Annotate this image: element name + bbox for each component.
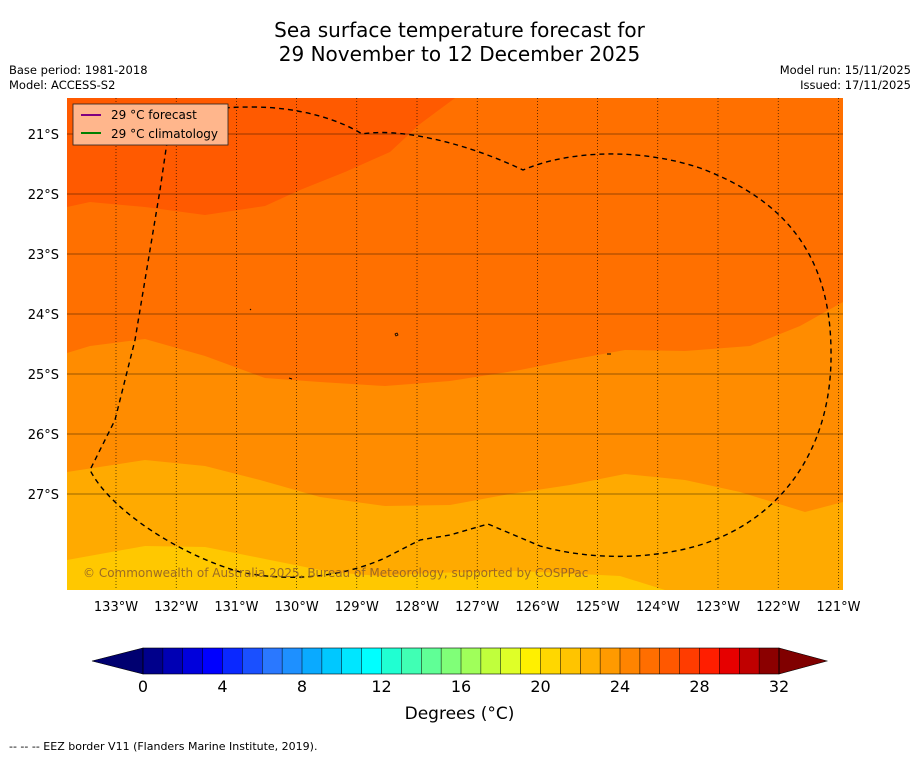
- colorbar-segment: [659, 648, 681, 674]
- island-marker: [249, 308, 252, 311]
- colorbar-segment: [302, 648, 323, 674]
- colorbar-tick-label: 16: [451, 677, 471, 696]
- colorbar-segment: [600, 648, 621, 674]
- x-axis-ticks: 133°W 132°W 131°W 130°W 129°W 128°W 127°W 126°W…: [94, 600, 861, 615]
- colorbar-segment: [520, 648, 541, 674]
- colorbar-tick-label: 0: [138, 677, 148, 696]
- colorbar-segment: [222, 648, 243, 674]
- colorbar-frame: [142, 647, 780, 675]
- legend-climatology-label: 29 °C climatology: [111, 127, 218, 141]
- x-tick-label: 124°W: [636, 600, 680, 615]
- colorbar-segment: [182, 648, 204, 674]
- legend-box: 29 °C forecast 29 °C climatology: [72, 103, 229, 146]
- colorbar-tick-label: 32: [769, 677, 789, 696]
- colorbar-under-triangle: [91, 647, 144, 675]
- model-text: Model: ACCESS-S2: [9, 78, 116, 92]
- y-tick-label: 21°S: [28, 128, 59, 143]
- x-tick-label: 126°W: [515, 600, 559, 615]
- colorbar-segment: [580, 648, 601, 674]
- colorbar-segment: [739, 648, 760, 674]
- y-tick-label: 22°S: [28, 188, 59, 203]
- x-tick-label: 128°W: [395, 600, 439, 615]
- x-tick-label: 129°W: [335, 600, 379, 615]
- colorbar-segment: [759, 648, 780, 674]
- x-tick-label: 133°W: [94, 600, 138, 615]
- y-axis-ticks: 21°S 22°S 23°S 24°S 25°S 26°S 27°S: [28, 128, 59, 503]
- island-marker: [394, 332, 399, 337]
- colorbar-segment: [461, 648, 482, 674]
- colorbar-segment: [202, 648, 223, 674]
- title-line-2: 29 November to 12 December 2025: [278, 42, 641, 66]
- sst-field: [67, 98, 843, 590]
- title-line-1: Sea surface temperature forecast for: [274, 18, 645, 42]
- colorbar-segment: [282, 648, 303, 674]
- colorbar-segment: [321, 648, 343, 674]
- colorbar-segment: [262, 648, 283, 674]
- x-tick-label: 125°W: [576, 600, 620, 615]
- x-tick-label: 127°W: [455, 600, 499, 615]
- x-tick-label: 121°W: [816, 600, 860, 615]
- colorbar: [91, 647, 829, 675]
- y-tick-label: 26°S: [28, 428, 59, 443]
- colorbar-over-triangle: [778, 647, 829, 675]
- x-tick-label: 131°W: [214, 600, 258, 615]
- colorbar-tick-label: 12: [371, 677, 391, 696]
- colorbar-segment: [401, 648, 422, 674]
- base-period-text: Base period: 1981-2018: [9, 63, 148, 77]
- x-tick-label: 130°W: [275, 600, 319, 615]
- model-run-text: Model run: 15/11/2025: [779, 63, 911, 77]
- colorbar-segment: [719, 648, 740, 674]
- x-tick-label: 122°W: [756, 600, 800, 615]
- colorbar-segment: [381, 648, 402, 674]
- colorbar-ticks: 0 4 8 12 16 20 24 28 32: [138, 677, 789, 696]
- colorbar-segment: [421, 648, 442, 674]
- colorbar-tick-label: 28: [689, 677, 709, 696]
- colorbar-segment: [639, 648, 661, 674]
- colorbar-tick-label: 24: [610, 677, 630, 696]
- copyright-text: © Commonwealth of Australia 2025, Bureau…: [83, 566, 588, 580]
- legend-forecast-label: 29 °C forecast: [111, 108, 197, 122]
- colorbar-segment: [699, 648, 720, 674]
- colorbar-segment: [500, 648, 522, 674]
- x-tick-label: 132°W: [154, 600, 198, 615]
- island-marker: [288, 377, 293, 380]
- colorbar-segment: [679, 648, 700, 674]
- page-title: Sea surface temperature forecast for 29 …: [0, 18, 919, 66]
- colorbar-segment: [361, 648, 382, 674]
- y-tick-label: 24°S: [28, 308, 59, 323]
- issued-text: Issued: 17/11/2025: [800, 78, 911, 92]
- colorbar-segment: [341, 648, 363, 674]
- colorbar-segment: [620, 648, 641, 674]
- footer-note: -- -- -- EEZ border V11 (Flanders Marine…: [9, 740, 318, 753]
- y-tick-label: 25°S: [28, 368, 59, 383]
- colorbar-tick-label: 4: [217, 677, 227, 696]
- meta-right: Model run: 15/11/2025 Issued: 17/11/2025: [780, 63, 911, 93]
- colorbar-tick-label: 20: [530, 677, 550, 696]
- colorbar-label: Degrees (°C): [404, 704, 515, 724]
- colorbar-segment: [560, 648, 581, 674]
- y-tick-label: 23°S: [28, 248, 59, 263]
- meta-left: Base period: 1981-2018 Model: ACCESS-S2: [9, 63, 148, 93]
- eez-border: [89, 106, 832, 578]
- x-tick-label: 123°W: [696, 600, 740, 615]
- colorbar-segment: [162, 648, 184, 674]
- colorbar-segment: [540, 648, 561, 674]
- y-tick-label: 27°S: [28, 488, 59, 503]
- colorbar-segment: [242, 648, 263, 674]
- colorbar-segment: [480, 648, 502, 674]
- graticule: [67, 98, 843, 590]
- colorbar-tick-label: 8: [297, 677, 307, 696]
- colorbar-segment: [143, 648, 164, 674]
- legend-background: [72, 103, 229, 146]
- colorbar-segment: [441, 648, 462, 674]
